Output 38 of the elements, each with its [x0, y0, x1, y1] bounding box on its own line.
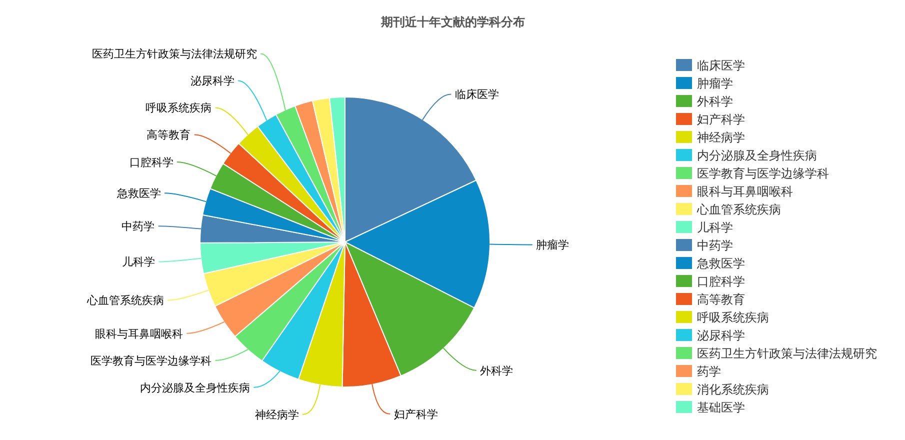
slice-label: 医学教育与医学边缘学科 [90, 355, 212, 368]
slice-label: 眼科与耳鼻咽喉科 [95, 328, 184, 340]
legend-label: 基础医学 [697, 400, 745, 414]
legend-label: 心血管系统疾病 [697, 202, 781, 216]
legend-label: 消化系统疾病 [697, 382, 769, 396]
slice-label: 高等教育 [146, 130, 191, 142]
slice-label: 口腔科学 [129, 157, 174, 170]
chart-title: 期刊近十年文献的学科分布 [381, 15, 525, 29]
slice-label: 急救医学 [116, 188, 161, 200]
legend-label: 神经病学 [697, 130, 745, 144]
legend-label: 呼吸系统疾病 [697, 310, 769, 324]
slice-label: 医药卫生方针政策与法律法规研究 [92, 48, 257, 61]
slice-label: 中药学 [122, 221, 155, 234]
legend-label: 肿瘤学 [697, 76, 733, 90]
legend-label: 高等教育 [697, 292, 745, 306]
legend-label: 儿科学 [697, 220, 733, 234]
legend-label: 医学教育与医学边缘学科 [697, 166, 829, 180]
slice-label: 临床医学 [454, 89, 499, 102]
slice-label: 外科学 [480, 365, 513, 378]
legend-label: 眼科与耳鼻咽喉科 [697, 184, 793, 198]
slice-label: 内分泌腺及全身性疾病 [140, 382, 250, 394]
slice-label: 儿科学 [122, 256, 156, 269]
legend-label: 医药卫生方针政策与法律法规研究 [697, 346, 877, 360]
legend-label: 药学 [697, 364, 721, 378]
legend-label: 中药学 [697, 238, 733, 252]
legend-label: 泌尿科学 [697, 328, 745, 342]
legend-label: 临床医学 [697, 58, 745, 72]
legend-label: 急救医学 [697, 256, 745, 270]
legend-label: 口腔科学 [697, 274, 745, 288]
slice-label: 心血管系统疾病 [86, 295, 164, 308]
slice-label: 泌尿科学 [190, 76, 234, 88]
legend-label: 外科学 [697, 94, 733, 108]
slice-label: 呼吸系统疾病 [146, 102, 212, 115]
legend-label: 内分泌腺及全身性疾病 [697, 148, 817, 162]
legend-label: 妇产科学 [697, 112, 745, 126]
slice-label: 神经病学 [254, 409, 299, 422]
slice-label: 妇产科学 [394, 408, 438, 421]
slice-label: 肿瘤学 [536, 240, 569, 252]
